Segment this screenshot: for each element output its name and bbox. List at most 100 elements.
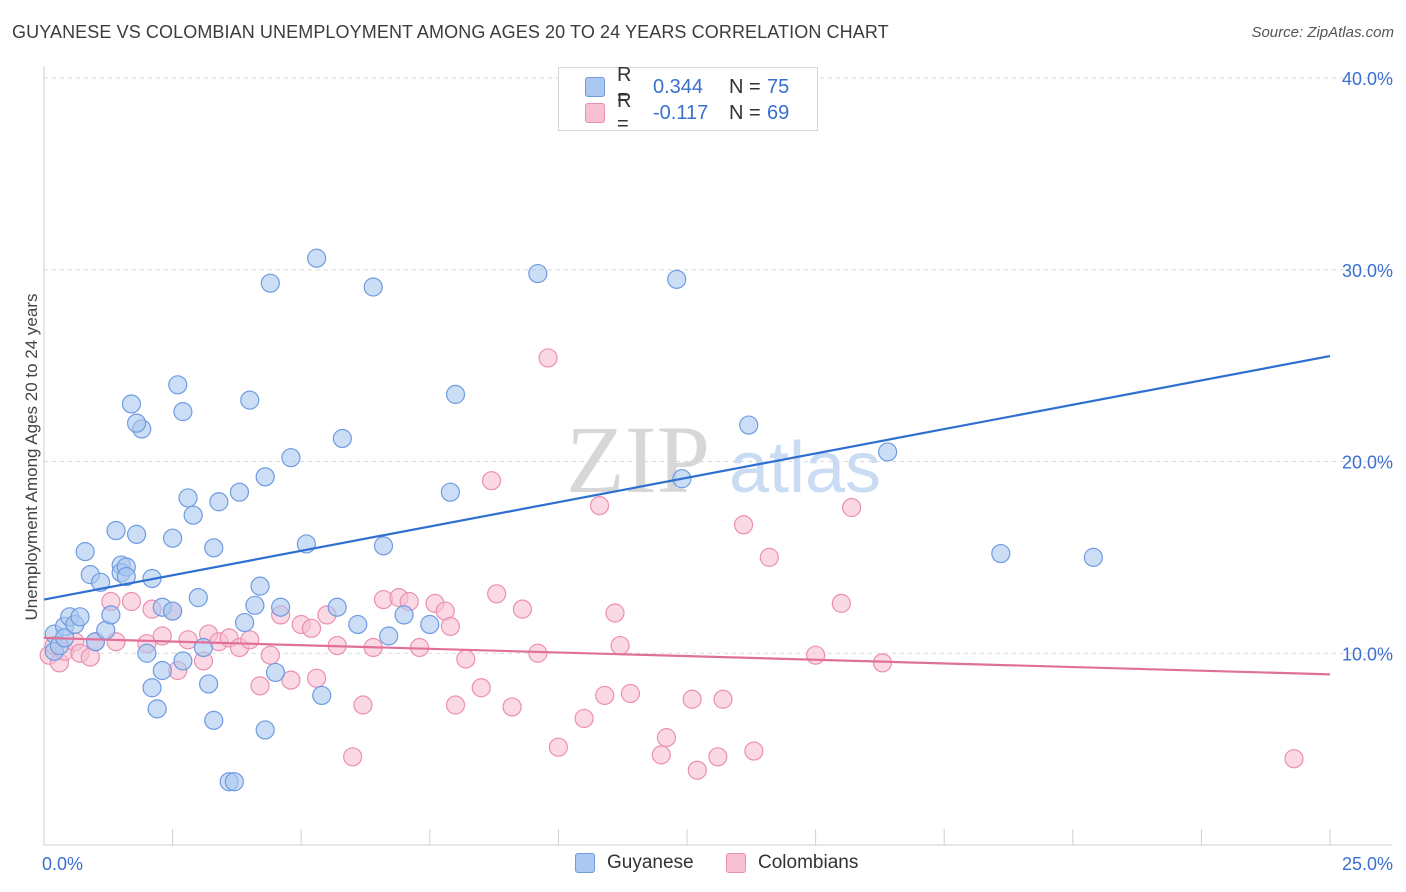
guyanese-point — [260, 273, 280, 293]
guyanese-point — [121, 394, 142, 414]
colombian-point — [595, 685, 615, 706]
n-value-guyanese: 75 — [767, 75, 790, 98]
y-tick-label: 10.0% — [1342, 644, 1393, 664]
guyanese-point — [440, 482, 460, 502]
colombian-point — [708, 747, 728, 767]
colombian-point — [178, 630, 198, 650]
colombian-point — [481, 471, 502, 491]
guyanese-point — [224, 772, 244, 792]
colombian-point — [301, 618, 322, 638]
guyanese-point — [255, 467, 275, 487]
guyanese-point — [142, 678, 162, 698]
x-tick-label: 0.0% — [42, 854, 83, 874]
n-value-colombians: 69 — [767, 101, 790, 124]
guyanese-point — [528, 263, 548, 284]
guyanese-point — [204, 538, 224, 558]
x-tick-label: 25.0% — [1342, 854, 1393, 874]
guyanese-point — [183, 505, 203, 525]
guyanese-point — [445, 384, 466, 404]
guyanese-point — [235, 612, 255, 633]
legend-item-guyanese: Guyanese — [575, 852, 694, 874]
y-tick-label: 20.0% — [1342, 453, 1393, 473]
guyanese-point — [163, 528, 183, 548]
chart-title: GUYANESE VS COLOMBIAN UNEMPLOYMENT AMONG… — [12, 22, 889, 42]
y-tick-label: 30.0% — [1342, 261, 1393, 281]
guyanese-point — [126, 413, 147, 433]
guyanese-trend-line — [43, 354, 1331, 601]
guyanese-point — [878, 442, 898, 462]
guyanese-point — [178, 488, 198, 508]
colombian-point — [759, 547, 779, 567]
r-value-guyanese: 0.344 — [653, 75, 704, 98]
guyanese-point — [75, 542, 95, 562]
y-tick-label: 40.0% — [1342, 69, 1393, 89]
guyanese-point — [312, 685, 332, 706]
guyanese-point — [245, 595, 265, 615]
n-label: N = — [729, 101, 761, 124]
guyanese-point — [240, 390, 260, 410]
legend-row-colombians: R = -0.117 N = 69 — [585, 90, 790, 135]
colombian-point — [456, 649, 476, 669]
guyanese-point — [188, 588, 208, 608]
guyanese-point — [204, 710, 224, 730]
guyanese-point — [281, 448, 301, 468]
colombian-point — [538, 348, 558, 368]
colombian-point — [620, 683, 641, 704]
colombian-trend-line — [43, 636, 1331, 676]
guyanese-point — [255, 720, 275, 740]
colombian-point — [260, 645, 280, 665]
guyanese-point — [209, 492, 229, 512]
guyanese-point — [199, 674, 219, 694]
guyanese-point — [229, 482, 250, 502]
guyanese-point — [348, 614, 368, 635]
colombian-point — [548, 737, 569, 757]
guyanese-point — [173, 402, 193, 422]
series-legend: Guyanese Colombians — [0, 852, 1406, 876]
guyanese-legend-swatch — [575, 853, 595, 873]
guyanese-point — [373, 536, 394, 556]
guyanese-point — [163, 601, 183, 621]
guyanese-point — [379, 626, 399, 646]
guyanese-point — [1083, 547, 1103, 567]
guyanese-legend-label: Guyanese — [607, 852, 694, 873]
colombian-point — [471, 678, 491, 698]
guyanese-point — [90, 572, 111, 592]
n-label: N = — [729, 75, 761, 98]
guyanese-point — [250, 576, 270, 596]
guyanese-point — [307, 248, 327, 268]
r-label: R = — [617, 90, 632, 135]
guyanese-point — [667, 269, 687, 289]
colombian-point — [250, 676, 270, 696]
guyanese-point — [394, 605, 414, 625]
colombian-point — [528, 643, 548, 663]
r-label: R = — [617, 64, 632, 109]
guyanese-point — [126, 524, 147, 544]
colombian-point — [574, 708, 594, 729]
colombian-point — [440, 616, 460, 637]
colombian-point — [121, 591, 142, 612]
guyanese-point — [991, 543, 1011, 564]
guyanese-point — [420, 614, 440, 635]
correlation-legend: R = 0.344 N = 75 R = -0.117 N = 69 — [558, 64, 818, 135]
colombian-point — [487, 584, 507, 604]
colombian-point — [343, 747, 363, 767]
colombian-point — [842, 497, 862, 518]
guyanese-swatch — [585, 77, 605, 97]
colombian-legend-swatch — [726, 853, 746, 873]
r-value-colombians: -0.117 — [653, 101, 709, 124]
colombian-point — [682, 689, 702, 709]
colombian-legend-label: Colombians — [758, 852, 859, 873]
colombian-point — [831, 593, 851, 613]
guyanese-point — [137, 643, 157, 663]
guyanese-point — [147, 699, 167, 719]
colombian-point — [610, 635, 630, 656]
guyanese-point — [173, 651, 193, 671]
legend-item-colombians: Colombians — [726, 852, 858, 874]
colombian-point — [733, 515, 754, 535]
source-label: Source: ZipAtlas.com — [1251, 24, 1394, 41]
colombian-point — [240, 630, 260, 650]
guyanese-point — [168, 375, 188, 395]
guyanese-point — [271, 597, 291, 617]
guyanese-point — [332, 428, 352, 449]
